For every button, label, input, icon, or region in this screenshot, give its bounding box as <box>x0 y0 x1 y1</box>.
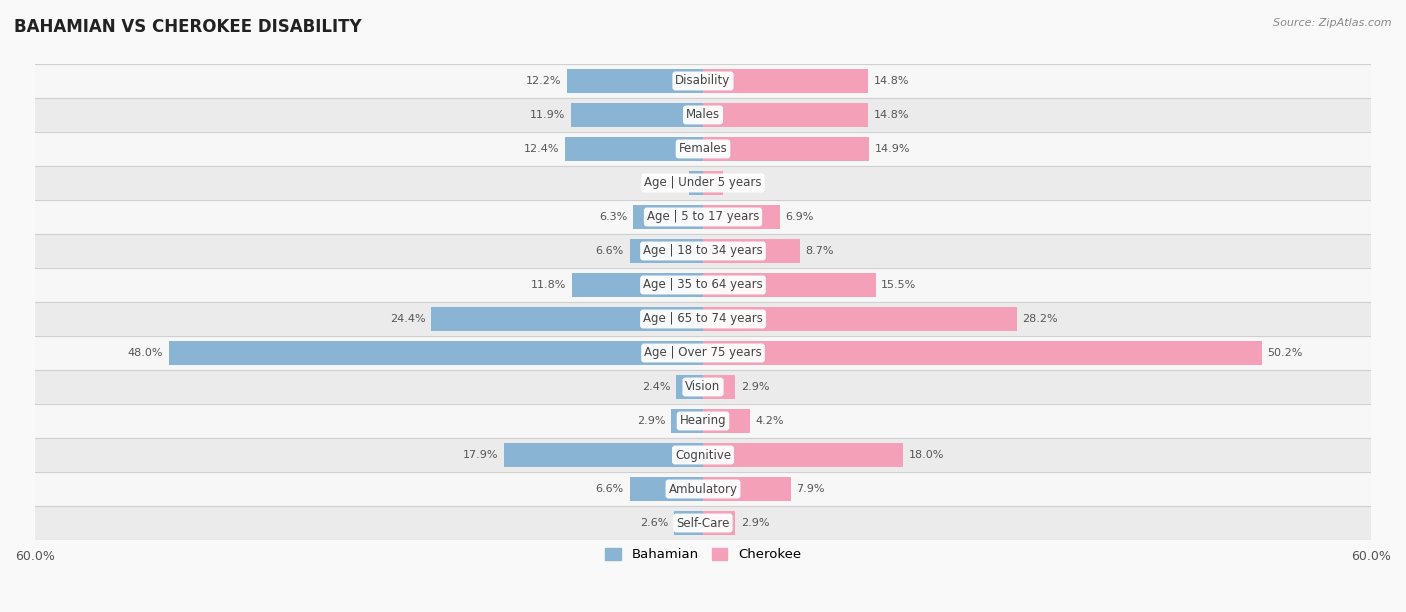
Text: 14.9%: 14.9% <box>875 144 910 154</box>
Bar <box>35 336 1371 370</box>
Bar <box>630 477 703 501</box>
Bar <box>703 477 792 501</box>
Text: Age | Under 5 years: Age | Under 5 years <box>644 176 762 190</box>
Bar <box>703 103 868 127</box>
Bar <box>703 511 735 536</box>
Bar <box>633 205 703 230</box>
Text: 18.0%: 18.0% <box>910 450 945 460</box>
Bar <box>703 205 780 230</box>
Bar <box>572 273 703 297</box>
Text: 24.4%: 24.4% <box>389 314 426 324</box>
Bar <box>565 136 703 161</box>
Bar <box>703 307 1017 331</box>
Bar <box>432 307 703 331</box>
Bar <box>35 506 1371 540</box>
Text: 1.8%: 1.8% <box>728 178 756 188</box>
Text: 12.4%: 12.4% <box>524 144 560 154</box>
Text: 8.7%: 8.7% <box>806 246 834 256</box>
Text: 4.2%: 4.2% <box>755 416 783 426</box>
Text: 6.6%: 6.6% <box>596 484 624 494</box>
Text: 15.5%: 15.5% <box>882 280 917 290</box>
Bar <box>35 404 1371 438</box>
Text: 50.2%: 50.2% <box>1268 348 1303 358</box>
Bar <box>567 69 703 93</box>
Text: 1.3%: 1.3% <box>655 178 683 188</box>
Text: Ambulatory: Ambulatory <box>668 482 738 496</box>
Text: 11.9%: 11.9% <box>530 110 565 120</box>
Bar <box>35 302 1371 336</box>
Text: 17.9%: 17.9% <box>463 450 498 460</box>
Bar <box>35 64 1371 98</box>
Text: 2.9%: 2.9% <box>741 382 769 392</box>
Text: Age | 18 to 34 years: Age | 18 to 34 years <box>643 244 763 258</box>
Text: Females: Females <box>679 143 727 155</box>
Bar <box>703 171 723 195</box>
Bar <box>35 166 1371 200</box>
Text: Self-Care: Self-Care <box>676 517 730 529</box>
Bar <box>35 268 1371 302</box>
Bar <box>35 98 1371 132</box>
Bar <box>703 409 749 433</box>
Bar <box>35 472 1371 506</box>
Text: Males: Males <box>686 108 720 121</box>
Legend: Bahamian, Cherokee: Bahamian, Cherokee <box>599 543 807 567</box>
Text: 11.8%: 11.8% <box>530 280 567 290</box>
Text: Disability: Disability <box>675 75 731 88</box>
Text: 12.2%: 12.2% <box>526 76 561 86</box>
Text: Hearing: Hearing <box>679 414 727 428</box>
Bar <box>571 103 703 127</box>
Bar <box>703 69 868 93</box>
Text: Vision: Vision <box>685 381 721 394</box>
Text: 7.9%: 7.9% <box>797 484 825 494</box>
Bar <box>703 273 876 297</box>
Text: Age | 5 to 17 years: Age | 5 to 17 years <box>647 211 759 223</box>
Text: Cognitive: Cognitive <box>675 449 731 461</box>
Bar <box>676 375 703 399</box>
Bar <box>673 511 703 536</box>
Text: 2.4%: 2.4% <box>643 382 671 392</box>
Bar <box>169 341 703 365</box>
Bar <box>503 442 703 467</box>
Text: Age | 65 to 74 years: Age | 65 to 74 years <box>643 313 763 326</box>
Bar <box>35 438 1371 472</box>
Text: 14.8%: 14.8% <box>873 110 908 120</box>
Bar <box>35 200 1371 234</box>
Text: Age | Over 75 years: Age | Over 75 years <box>644 346 762 359</box>
Text: 6.3%: 6.3% <box>599 212 627 222</box>
Bar <box>703 341 1263 365</box>
Bar <box>703 375 735 399</box>
Text: Source: ZipAtlas.com: Source: ZipAtlas.com <box>1274 18 1392 28</box>
Text: 2.6%: 2.6% <box>640 518 668 528</box>
Bar <box>703 239 800 263</box>
Bar <box>35 234 1371 268</box>
Text: 2.9%: 2.9% <box>741 518 769 528</box>
Text: 48.0%: 48.0% <box>128 348 163 358</box>
Bar <box>630 239 703 263</box>
Bar <box>35 370 1371 404</box>
Bar <box>689 171 703 195</box>
Bar <box>671 409 703 433</box>
Bar <box>703 136 869 161</box>
Bar <box>703 442 904 467</box>
Bar <box>35 132 1371 166</box>
Text: 6.6%: 6.6% <box>596 246 624 256</box>
Text: 6.9%: 6.9% <box>786 212 814 222</box>
Text: Age | 35 to 64 years: Age | 35 to 64 years <box>643 278 763 291</box>
Text: 14.8%: 14.8% <box>873 76 908 86</box>
Text: 28.2%: 28.2% <box>1022 314 1059 324</box>
Text: 2.9%: 2.9% <box>637 416 665 426</box>
Text: BAHAMIAN VS CHEROKEE DISABILITY: BAHAMIAN VS CHEROKEE DISABILITY <box>14 18 361 36</box>
